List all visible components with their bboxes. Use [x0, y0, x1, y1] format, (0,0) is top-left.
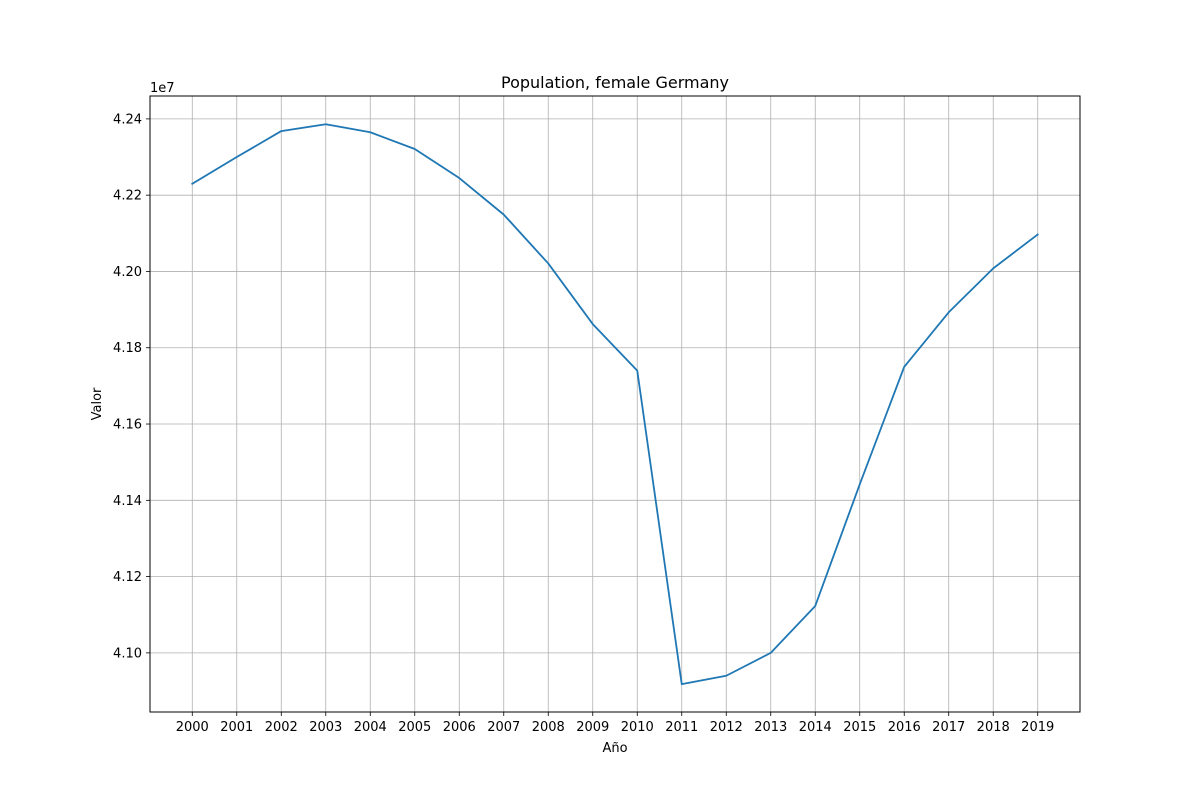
- x-tick-label: 2013: [754, 720, 787, 735]
- series-line: [191, 123, 1039, 686]
- axis-ticks: 2000 2001 2002 2003 2004 2005 2006 2007 2008 2009…: [113, 112, 1054, 735]
- chart-title: Population, female Germany: [501, 73, 729, 92]
- series-line-layer: [191, 123, 1039, 686]
- x-axis-label: Año: [602, 741, 627, 756]
- y-tick-label: 4.24: [113, 112, 142, 127]
- y-axis-offset-label: 1e7: [150, 81, 175, 96]
- y-axis-label: Valor: [90, 387, 105, 420]
- x-tick-label: 2008: [532, 720, 565, 735]
- x-tick-label: 2000: [176, 720, 209, 735]
- x-tick-label: 2014: [799, 720, 832, 735]
- x-tick-label: 2004: [354, 720, 387, 735]
- x-tick-label: 2017: [932, 720, 965, 735]
- y-tick-label: 4.16: [113, 418, 142, 433]
- x-tick-label: 2007: [487, 720, 520, 735]
- x-tick-label: 2003: [309, 720, 342, 735]
- x-tick-label: 2001: [220, 720, 253, 735]
- x-tick-label: 2012: [710, 720, 743, 735]
- x-tick-label: 2005: [398, 720, 431, 735]
- y-tick-label: 4.10: [113, 646, 142, 661]
- x-tick-label: 2018: [977, 720, 1010, 735]
- y-tick-label: 4.18: [113, 341, 142, 356]
- x-tick-label: 2011: [665, 720, 698, 735]
- y-tick-label: 4.20: [113, 265, 142, 280]
- y-tick-label: 4.12: [113, 570, 142, 585]
- x-tick-label: 2009: [576, 720, 609, 735]
- x-tick-label: 2019: [1021, 720, 1054, 735]
- grid-lines: [150, 96, 1080, 712]
- x-tick-label: 2002: [265, 720, 298, 735]
- plot-frame: [149, 95, 1081, 713]
- y-tick-label: 4.14: [113, 494, 142, 509]
- x-tick-label: 2015: [843, 720, 876, 735]
- x-tick-label: 2010: [621, 720, 654, 735]
- x-tick-label: 2016: [888, 720, 921, 735]
- x-tick-label: 2006: [443, 720, 476, 735]
- y-tick-label: 4.22: [113, 189, 142, 204]
